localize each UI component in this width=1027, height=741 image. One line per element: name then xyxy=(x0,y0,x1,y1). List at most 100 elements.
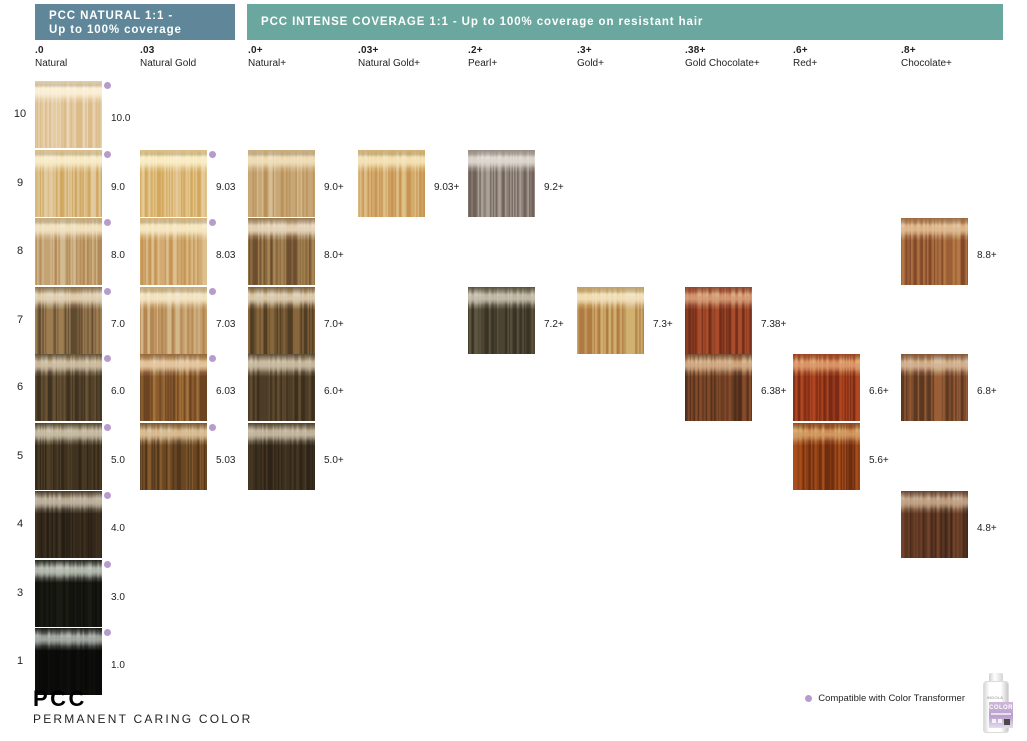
column-header-gold-chocolate: .38+ Gold Chocolate+ xyxy=(685,44,815,70)
swatch-sheen-band xyxy=(468,156,535,168)
row-level-label-9: 9 xyxy=(16,177,24,189)
row-level-label-6: 6 xyxy=(16,381,24,393)
swatch-9-2-[interactable] xyxy=(468,150,535,217)
brand-name: PCC xyxy=(33,686,87,711)
swatch-7-03[interactable] xyxy=(140,287,207,354)
swatch-6-6-[interactable] xyxy=(793,354,860,421)
swatch-root-band xyxy=(685,287,752,294)
swatch-sheen-band xyxy=(248,360,315,372)
swatch-4-0[interactable] xyxy=(35,491,102,558)
swatch-root-band xyxy=(901,218,968,225)
swatch-sheen-band xyxy=(685,293,752,305)
swatch-root-band xyxy=(248,287,315,294)
swatch-sheen-band xyxy=(901,360,968,372)
swatch-root-band xyxy=(35,423,102,430)
banner-natural-line1: PCC NATURAL 1:1 - xyxy=(49,9,174,22)
swatch-root-band xyxy=(35,560,102,567)
swatch-root-band xyxy=(35,287,102,294)
bottle-label: COLOR xyxy=(989,702,1013,728)
swatch-6-8-[interactable] xyxy=(901,354,968,421)
swatch-sheen-band xyxy=(793,360,860,372)
shade-code-6-03: 6.03 xyxy=(216,386,236,397)
shade-code-6-0-: 6.0+ xyxy=(324,386,344,397)
swatch-root-band xyxy=(248,150,315,157)
column-name: Natural Gold+ xyxy=(358,58,420,69)
swatch-root-band xyxy=(901,354,968,361)
column-code: .0 xyxy=(35,45,44,56)
column-code: .8+ xyxy=(901,45,916,56)
compatible-dot-icon xyxy=(104,82,111,89)
banner-pcc-intense-coverage: PCC INTENSE COVERAGE 1:1 - Up to 100% co… xyxy=(247,4,1003,40)
swatch-sheen-band xyxy=(35,566,102,578)
swatch-4-8-[interactable] xyxy=(901,491,968,558)
column-name: Chocolate+ xyxy=(901,58,952,69)
swatch-5-03[interactable] xyxy=(140,423,207,490)
swatch-10-0[interactable] xyxy=(35,81,102,148)
swatch-7-38-[interactable] xyxy=(685,287,752,354)
column-header-red: .6+ Red+ xyxy=(793,44,923,70)
swatch-root-band xyxy=(140,150,207,157)
swatch-5-0[interactable] xyxy=(35,423,102,490)
brand-block: PCC PERMANENT CARING COLOR xyxy=(33,687,253,727)
compatible-dot-icon xyxy=(104,355,111,362)
column-header-pearl: .2+ Pearl+ xyxy=(468,44,598,70)
shade-code-10-0: 10.0 xyxy=(111,113,131,124)
column-header-natural: .0+ Natural+ xyxy=(248,44,378,70)
swatch-root-band xyxy=(358,150,425,157)
shade-code-7-3-: 7.3+ xyxy=(653,319,673,330)
row-level-label-8: 8 xyxy=(16,245,24,257)
shade-code-4-8-: 4.8+ xyxy=(977,523,997,534)
swatch-8-0-[interactable] xyxy=(248,218,315,285)
swatch-8-0[interactable] xyxy=(35,218,102,285)
swatch-sheen-band xyxy=(901,497,968,509)
shade-code-8-0: 8.0 xyxy=(111,250,125,261)
swatch-1-0[interactable] xyxy=(35,628,102,695)
swatch-6-0[interactable] xyxy=(35,354,102,421)
swatch-6-0-[interactable] xyxy=(248,354,315,421)
shade-code-7-03: 7.03 xyxy=(216,319,236,330)
compatible-dot-icon xyxy=(209,355,216,362)
compatible-dot-icon xyxy=(104,561,111,568)
shade-code-9-0: 9.0 xyxy=(111,182,125,193)
swatch-3-0[interactable] xyxy=(35,560,102,627)
swatch-root-band xyxy=(685,354,752,361)
swatch-9-03-[interactable] xyxy=(358,150,425,217)
swatch-7-0[interactable] xyxy=(35,287,102,354)
swatch-root-band xyxy=(577,287,644,294)
banner-natural-line2: Up to 100% coverage xyxy=(49,23,182,36)
column-header-natural-gold: .03+ Natural Gold+ xyxy=(358,44,488,70)
swatch-sheen-band xyxy=(35,87,102,99)
swatch-5-6-[interactable] xyxy=(793,423,860,490)
shade-code-5-0-: 5.0+ xyxy=(324,455,344,466)
shade-code-9-2-: 9.2+ xyxy=(544,182,564,193)
swatch-6-38-[interactable] xyxy=(685,354,752,421)
swatch-8-03[interactable] xyxy=(140,218,207,285)
swatch-8-8-[interactable] xyxy=(901,218,968,285)
swatch-6-03[interactable] xyxy=(140,354,207,421)
swatch-sheen-band xyxy=(35,497,102,509)
swatch-sheen-band xyxy=(140,156,207,168)
legend-color-transformer: Compatible with Color Transformer xyxy=(805,693,965,704)
row-level-label-10: 10 xyxy=(13,108,27,120)
swatch-root-band xyxy=(468,287,535,294)
swatch-9-0-[interactable] xyxy=(248,150,315,217)
swatch-9-03[interactable] xyxy=(140,150,207,217)
row-level-label-3: 3 xyxy=(16,587,24,599)
swatch-7-0-[interactable] xyxy=(248,287,315,354)
bottle-brand-text: INDOLA xyxy=(987,695,1004,700)
column-header-natural-gold: .03 Natural Gold xyxy=(140,44,270,70)
shade-code-6-6-: 6.6+ xyxy=(869,386,889,397)
swatch-sheen-band xyxy=(248,293,315,305)
shade-code-9-03: 9.03 xyxy=(216,182,236,193)
swatch-7-2-[interactable] xyxy=(468,287,535,354)
swatch-7-3-[interactable] xyxy=(577,287,644,354)
swatch-root-band xyxy=(35,628,102,635)
shade-code-8-03: 8.03 xyxy=(216,250,236,261)
shade-code-6-8-: 6.8+ xyxy=(977,386,997,397)
swatch-9-0[interactable] xyxy=(35,150,102,217)
swatch-sheen-band xyxy=(140,293,207,305)
compatible-dot-icon xyxy=(104,629,111,636)
swatch-root-band xyxy=(793,354,860,361)
row-level-label-5: 5 xyxy=(16,450,24,462)
swatch-5-0-[interactable] xyxy=(248,423,315,490)
